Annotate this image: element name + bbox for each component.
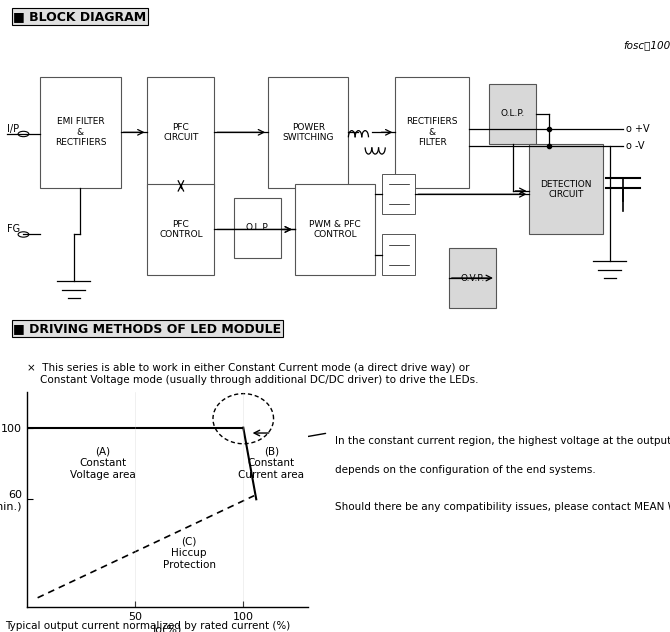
Text: (A)
Constant
Voltage area: (A) Constant Voltage area — [70, 447, 135, 480]
FancyBboxPatch shape — [268, 77, 348, 188]
FancyBboxPatch shape — [395, 77, 469, 188]
X-axis label: Io(%): Io(%) — [153, 624, 182, 632]
FancyBboxPatch shape — [40, 77, 121, 188]
Text: depends on the configuration of the end systems.: depends on the configuration of the end … — [335, 465, 596, 475]
Text: fosc：100KHz: fosc：100KHz — [623, 40, 670, 50]
Text: O.L.P.: O.L.P. — [500, 109, 525, 118]
Text: PFC
CONTROL: PFC CONTROL — [159, 220, 203, 239]
Text: Should there be any compatibility issues, please contact MEAN WELL.: Should there be any compatibility issues… — [335, 502, 670, 513]
Text: ■ DRIVING METHODS OF LED MODULE: ■ DRIVING METHODS OF LED MODULE — [13, 322, 281, 336]
Text: ×  This series is able to work in either Constant Current mode (a direct drive w: × This series is able to work in either … — [27, 363, 478, 385]
Text: In the constant current region, the highest voltage at the output of the driver: In the constant current region, the high… — [335, 436, 670, 446]
FancyBboxPatch shape — [489, 84, 536, 144]
Text: DETECTION
CIRCUIT: DETECTION CIRCUIT — [541, 179, 592, 199]
FancyBboxPatch shape — [382, 234, 415, 275]
Text: o -V: o -V — [626, 141, 645, 150]
Text: PFC
CIRCUIT: PFC CIRCUIT — [163, 123, 198, 142]
Text: (B)
Constant
Current area: (B) Constant Current area — [239, 447, 304, 480]
FancyBboxPatch shape — [382, 174, 415, 214]
FancyBboxPatch shape — [295, 185, 375, 275]
Text: (C)
Hiccup
Protection: (C) Hiccup Protection — [163, 537, 216, 569]
Text: ■ BLOCK DIAGRAM: ■ BLOCK DIAGRAM — [13, 10, 147, 23]
Text: PWM & PFC
CONTROL: PWM & PFC CONTROL — [309, 220, 361, 239]
Text: EMI FILTER
&
RECTIFIERS: EMI FILTER & RECTIFIERS — [55, 118, 106, 147]
FancyBboxPatch shape — [529, 144, 603, 234]
FancyBboxPatch shape — [147, 77, 214, 188]
FancyBboxPatch shape — [449, 248, 496, 308]
Text: FG: FG — [7, 224, 20, 234]
FancyBboxPatch shape — [147, 185, 214, 275]
Text: O.L.P.: O.L.P. — [246, 223, 270, 233]
Text: Typical output current normalized by rated current (%): Typical output current normalized by rat… — [5, 621, 290, 631]
Text: POWER
SWITCHING: POWER SWITCHING — [283, 123, 334, 142]
FancyBboxPatch shape — [234, 198, 281, 258]
Text: o +V: o +V — [626, 124, 650, 134]
Text: RECTIFIERS
&
FILTER: RECTIFIERS & FILTER — [407, 118, 458, 147]
Text: I/P: I/P — [7, 124, 19, 134]
Text: O.V.P.: O.V.P. — [460, 274, 484, 283]
